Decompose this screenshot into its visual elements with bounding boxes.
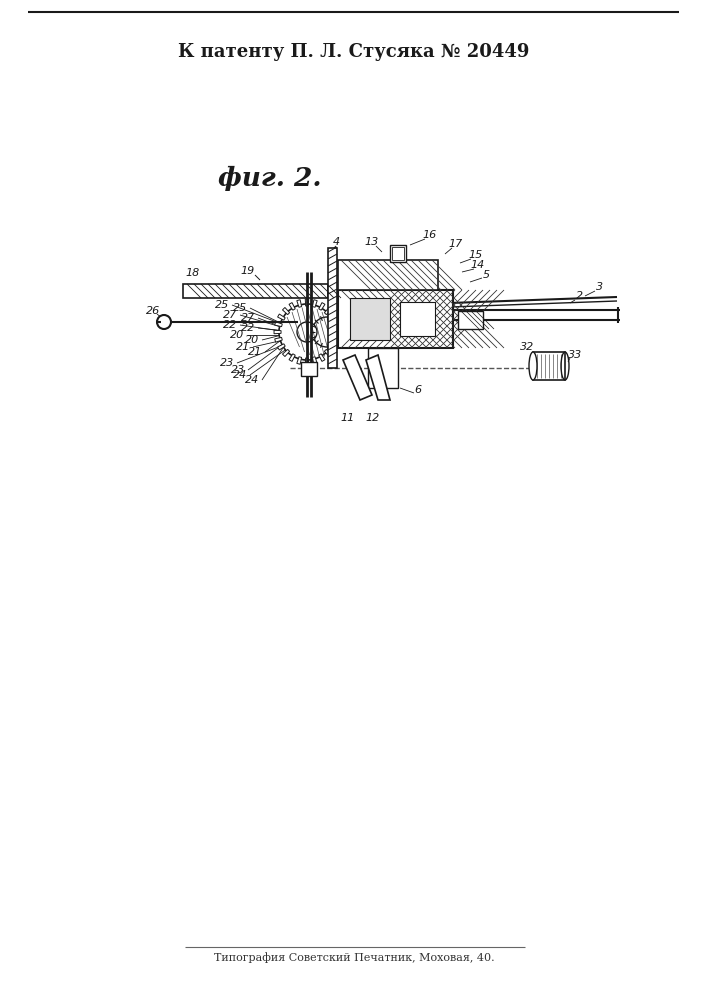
Text: 11: 11 <box>341 413 355 423</box>
Text: 14: 14 <box>471 260 485 270</box>
Polygon shape <box>278 344 285 350</box>
Polygon shape <box>333 330 340 334</box>
Polygon shape <box>343 355 372 400</box>
Polygon shape <box>283 349 290 357</box>
Polygon shape <box>297 300 302 307</box>
Text: 21: 21 <box>236 342 250 352</box>
Text: 19: 19 <box>241 266 255 276</box>
Polygon shape <box>305 358 309 365</box>
Text: фиг. 2.: фиг. 2. <box>218 165 322 191</box>
Polygon shape <box>319 303 325 310</box>
Polygon shape <box>332 337 339 342</box>
Text: 20: 20 <box>230 330 244 340</box>
Circle shape <box>279 304 335 360</box>
Polygon shape <box>305 299 309 306</box>
Text: 25: 25 <box>215 300 229 310</box>
Bar <box>328 248 337 368</box>
Text: 5: 5 <box>482 270 489 280</box>
Polygon shape <box>329 314 337 320</box>
Text: 22: 22 <box>241 323 255 333</box>
Text: 25: 25 <box>233 303 247 313</box>
Text: К патенту П. Л. Стусяка № 20449: К патенту П. Л. Стусяка № 20449 <box>178 43 530 61</box>
Polygon shape <box>329 344 337 350</box>
Ellipse shape <box>529 352 537 380</box>
Text: 27: 27 <box>241 313 255 323</box>
Text: 12: 12 <box>366 413 380 423</box>
Text: Типография Советский Печатник, Моховая, 40.: Типография Советский Печатник, Моховая, … <box>214 953 494 963</box>
Text: 32: 32 <box>520 342 534 352</box>
Polygon shape <box>278 314 285 320</box>
Polygon shape <box>283 307 290 315</box>
Bar <box>392 247 404 260</box>
Text: 17: 17 <box>449 239 463 249</box>
Bar <box>400 302 435 336</box>
Bar <box>338 290 453 348</box>
Polygon shape <box>275 337 282 342</box>
Polygon shape <box>289 354 296 361</box>
Text: 18: 18 <box>186 268 200 278</box>
Text: 6: 6 <box>414 385 421 395</box>
Text: 22: 22 <box>223 320 237 330</box>
Polygon shape <box>274 330 281 334</box>
Polygon shape <box>312 357 317 364</box>
Polygon shape <box>332 322 339 327</box>
Circle shape <box>157 315 171 329</box>
Bar <box>533 352 565 380</box>
Polygon shape <box>325 307 332 315</box>
Polygon shape <box>312 300 317 307</box>
Circle shape <box>312 317 342 347</box>
Bar <box>458 311 483 329</box>
Text: 23: 23 <box>231 365 245 375</box>
Text: 24: 24 <box>245 375 259 385</box>
Circle shape <box>297 322 317 342</box>
Polygon shape <box>297 357 302 364</box>
Text: 24: 24 <box>233 370 247 380</box>
Polygon shape <box>325 349 332 357</box>
Bar <box>350 298 390 340</box>
Text: 26: 26 <box>146 306 160 316</box>
Text: 23: 23 <box>220 358 234 368</box>
Bar <box>338 260 438 290</box>
Polygon shape <box>366 355 390 400</box>
Polygon shape <box>275 322 282 327</box>
Text: 33: 33 <box>568 350 582 360</box>
Text: 16: 16 <box>423 230 437 240</box>
Text: 3: 3 <box>597 282 604 292</box>
Text: 21: 21 <box>248 347 262 357</box>
Polygon shape <box>319 354 325 361</box>
Bar <box>183 284 328 298</box>
Text: 15: 15 <box>469 250 483 260</box>
Bar <box>301 362 317 376</box>
Text: 27: 27 <box>223 310 237 320</box>
Text: 13: 13 <box>365 237 379 247</box>
Text: 20: 20 <box>245 335 259 345</box>
Text: 2: 2 <box>576 291 583 301</box>
Bar <box>368 348 398 388</box>
Bar <box>390 245 406 262</box>
Polygon shape <box>289 303 296 310</box>
Text: 4: 4 <box>332 237 339 247</box>
